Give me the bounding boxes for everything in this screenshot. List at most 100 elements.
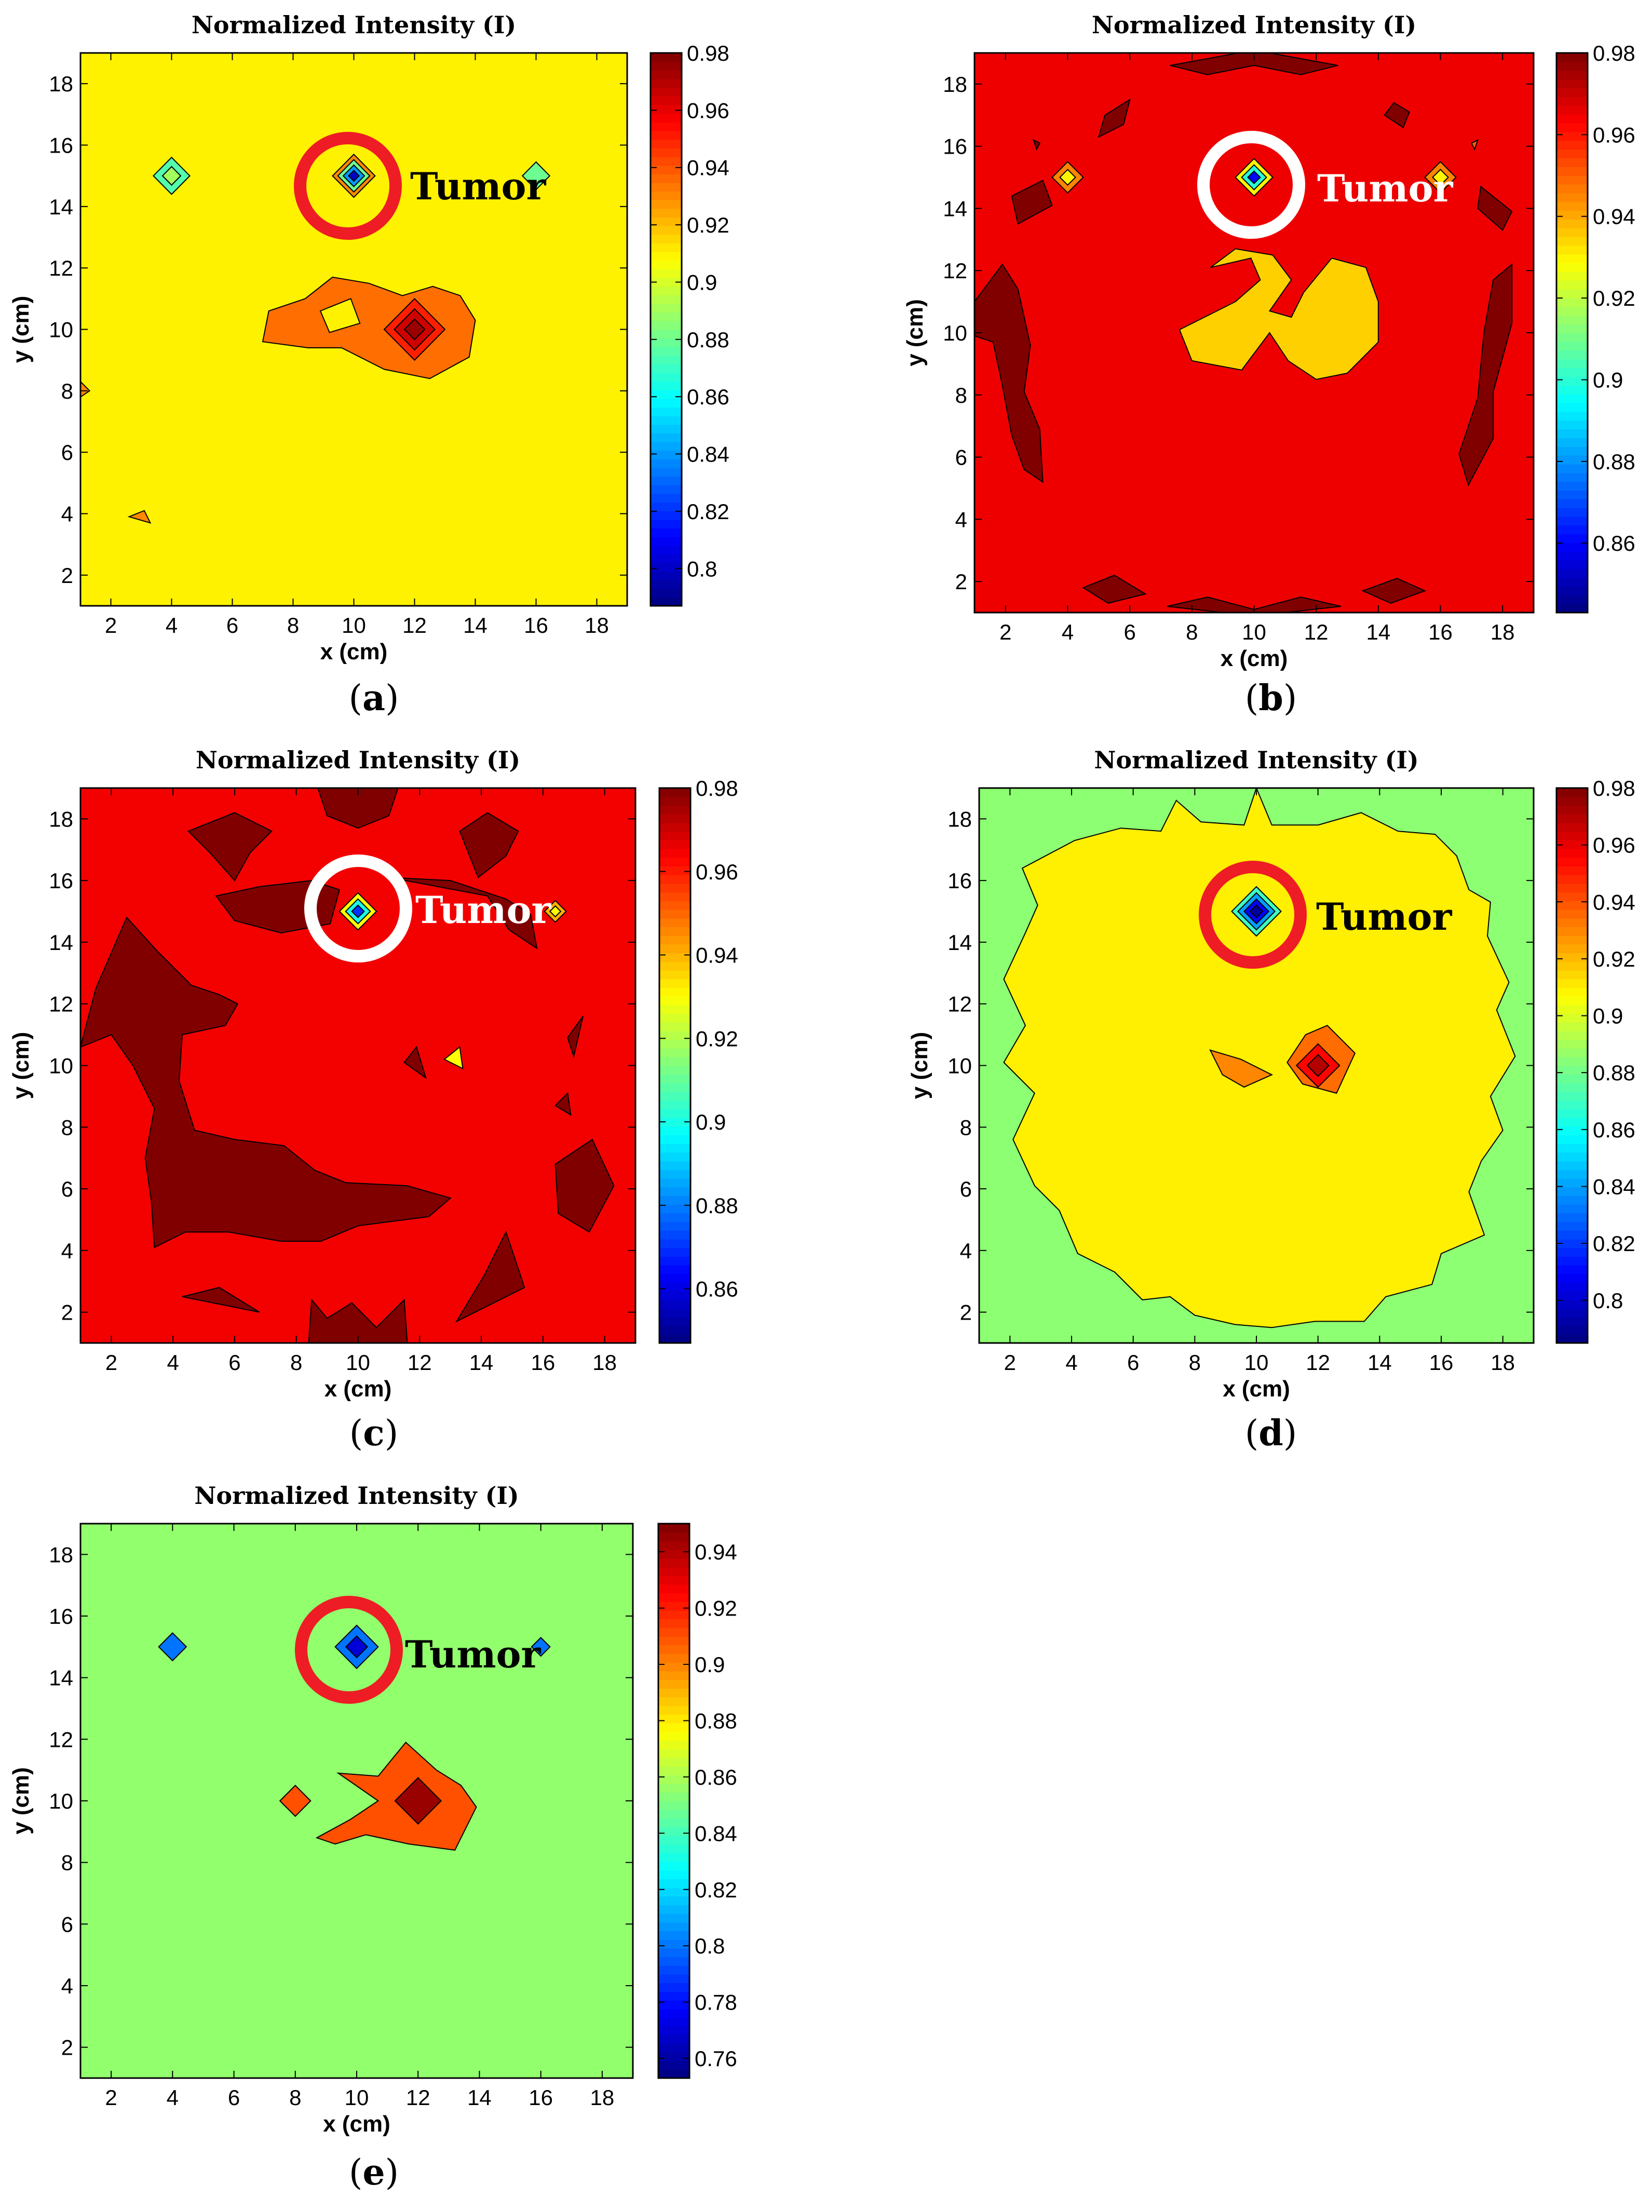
- contour-region: [567, 1015, 584, 1058]
- colorbar-segment: [1556, 1317, 1588, 1326]
- caption-letter: b: [1258, 677, 1283, 719]
- y-tick-label: 8: [61, 379, 73, 403]
- colorbar-segment: [651, 199, 682, 209]
- colorbar-segment: [658, 1662, 689, 1672]
- colorbar-segment: [651, 424, 682, 433]
- colorbar-segment: [1556, 1204, 1588, 1214]
- y-tick-label: 2: [61, 2035, 73, 2060]
- contour-region: [319, 297, 361, 333]
- y-tick-label: 8: [955, 383, 967, 408]
- colorbar-tick-label: 0.8: [687, 557, 717, 581]
- contour-area: [80, 788, 635, 1343]
- colorbar-segment: [659, 935, 690, 945]
- y-tick-label: 6: [960, 1177, 972, 1201]
- y-tick-label: 12: [947, 992, 972, 1016]
- colorbar-segment: [659, 1030, 690, 1040]
- plot-title: Normalized Intensity (I): [194, 1482, 519, 1510]
- contour-region: [1384, 102, 1410, 129]
- colorbar-segment: [1556, 376, 1588, 386]
- colorbar-segment: [651, 139, 682, 148]
- colorbar-tick-label: 0.84: [1593, 1174, 1635, 1199]
- colorbar-segment: [658, 1671, 689, 1680]
- colorbar-tick-label: 0.9: [687, 270, 717, 294]
- colorbar-tick-label: 0.84: [695, 1821, 737, 1845]
- contour-region: [403, 1046, 427, 1079]
- colorbar-segment: [651, 597, 682, 606]
- y-tick-label: 16: [943, 134, 967, 159]
- colorbar-segment: [1556, 901, 1588, 910]
- y-tick-label: 18: [49, 1542, 73, 1567]
- contour-region: [1209, 1049, 1274, 1088]
- colorbar-segment: [658, 1602, 689, 1611]
- colorbar-segment: [651, 355, 682, 364]
- contour-diamond: [1249, 904, 1264, 918]
- colorbar-segment: [1556, 61, 1588, 71]
- x-tick-label: 4: [1065, 1350, 1077, 1375]
- colorbar: 0.86 0.88 0.9 0.92 0.94 0.96 0.98: [1555, 41, 1635, 614]
- colorbar-segment: [651, 554, 682, 563]
- colorbar-segment: [1556, 1091, 1588, 1101]
- colorbar-segment: [659, 1222, 690, 1231]
- colorbar-segment: [1556, 1082, 1588, 1092]
- colorbar-tick-label: 0.98: [687, 41, 729, 65]
- colorbar-segment: [651, 234, 682, 243]
- colorbar-tick-label: 0.86: [1593, 1118, 1635, 1142]
- colorbar-segment: [651, 303, 682, 313]
- contour-diamond: [549, 905, 562, 918]
- tumor-label: Tumor: [405, 1632, 541, 1676]
- colorbar-segment: [651, 338, 682, 347]
- colorbar-segment: [1556, 577, 1588, 587]
- colorbar-segment: [1556, 446, 1588, 456]
- caption-close: ): [385, 678, 399, 719]
- colorbar-segment: [651, 467, 682, 477]
- colorbar-segment: [659, 1013, 690, 1023]
- x-tick-label: 10: [1244, 1350, 1269, 1375]
- colorbar-segment: [658, 1541, 689, 1550]
- x-tick-label: 4: [1062, 620, 1074, 644]
- colorbar-segment: [651, 329, 682, 338]
- colorbar-segment: [659, 831, 690, 841]
- colorbar-segment: [658, 1818, 689, 1827]
- colorbar-tick-label: 0.88: [695, 1708, 737, 1733]
- y-axis-label: y (cm): [8, 296, 34, 363]
- colorbar-segment: [659, 918, 690, 928]
- contour-region: [1170, 53, 1338, 75]
- colorbar-segment: [651, 545, 682, 554]
- y-tick-label: 8: [960, 1115, 972, 1139]
- colorbar-segment: [651, 173, 682, 183]
- colorbar-segment: [659, 1135, 690, 1144]
- contour-region: [443, 1046, 464, 1070]
- colorbar-segment: [659, 979, 690, 988]
- caption-open: (: [1245, 1413, 1259, 1454]
- colorbar-segment: [658, 1879, 689, 1888]
- x-tick-label: 18: [592, 1350, 617, 1375]
- y-tick-label: 12: [49, 992, 73, 1016]
- colorbar-segment: [659, 1126, 690, 1135]
- colorbar-segment: [659, 1204, 690, 1214]
- colorbar-segment: [1556, 987, 1588, 997]
- colorbar-segment: [1556, 175, 1588, 185]
- colorbar-segment: [651, 269, 682, 278]
- caption-close: ): [385, 2152, 399, 2193]
- colorbar-segment: [659, 1265, 690, 1274]
- colorbar-segment: [658, 1827, 689, 1836]
- colorbar-segment: [1556, 507, 1588, 517]
- colorbar-segment: [651, 346, 682, 356]
- colorbar-segment: [1556, 586, 1588, 596]
- colorbar-segment: [1556, 1256, 1588, 1266]
- colorbar-segment: [1556, 359, 1588, 369]
- colorbar-segment: [659, 1317, 690, 1326]
- colorbar-segment: [658, 1844, 689, 1853]
- colorbar-segment: [658, 1835, 689, 1845]
- caption-letter: a: [362, 677, 385, 719]
- y-tick-label: 16: [947, 868, 972, 893]
- colorbar-segment: [1556, 568, 1588, 578]
- colorbar-segment: [659, 788, 690, 797]
- colorbar-segment: [1556, 1056, 1588, 1066]
- x-tick-label: 6: [1123, 620, 1135, 644]
- contour-area: [979, 788, 1534, 1343]
- x-axis-label: x (cm): [323, 2111, 390, 2137]
- colorbar-segment: [651, 571, 682, 580]
- x-tick-label: 16: [1428, 620, 1453, 644]
- colorbar-segment: [1556, 935, 1588, 945]
